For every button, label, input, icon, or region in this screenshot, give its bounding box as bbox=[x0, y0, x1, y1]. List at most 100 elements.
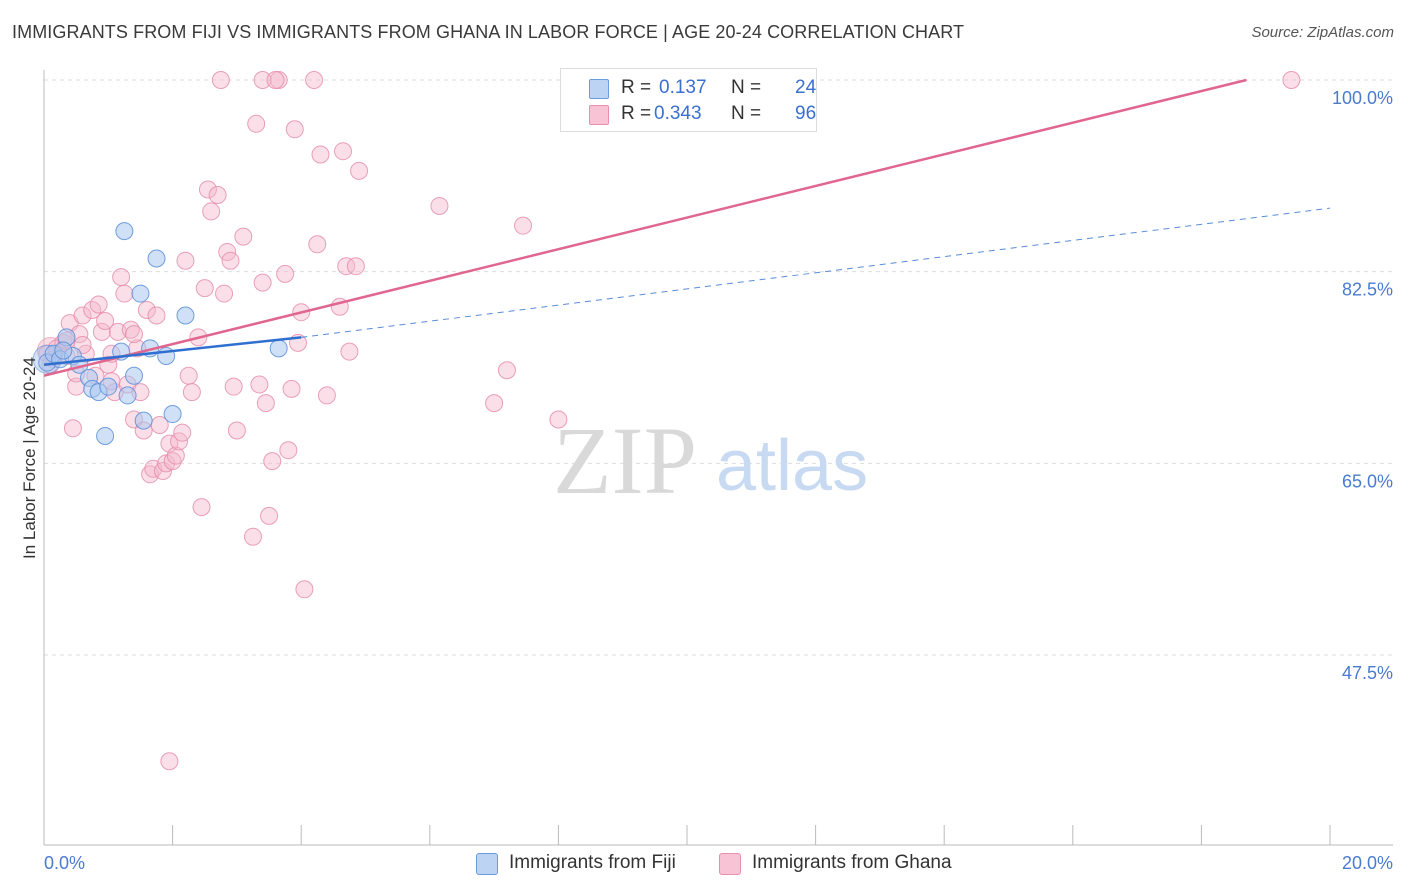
legend-r-label: R = bbox=[621, 103, 652, 124]
ghana-point bbox=[346, 257, 365, 276]
fiji-point bbox=[54, 341, 73, 360]
correlation-legend: R = 0.137 N = 24 R = 0.343 N = 96 bbox=[560, 68, 817, 132]
watermark-zip: ZIP bbox=[553, 407, 697, 514]
ghana-point bbox=[157, 454, 176, 473]
ghana-point bbox=[96, 311, 115, 330]
ghana-point bbox=[243, 527, 262, 546]
ghana-point bbox=[247, 114, 266, 133]
fiji-point bbox=[131, 284, 150, 303]
ghana-point bbox=[147, 306, 166, 325]
ghana-point bbox=[295, 580, 314, 599]
ghana-point bbox=[253, 71, 272, 89]
ghana-point bbox=[317, 386, 336, 405]
y-tick-label: 82.5% bbox=[1342, 280, 1393, 300]
y-tick-label: 65.0% bbox=[1342, 471, 1393, 491]
fiji-point bbox=[176, 306, 195, 325]
ghana-point bbox=[112, 268, 131, 287]
x-tick-label-min: 0.0% bbox=[44, 853, 85, 873]
legend-n-label: N = bbox=[731, 103, 762, 124]
ghana-point bbox=[215, 284, 234, 303]
ghana-point bbox=[514, 216, 533, 235]
ghana-point bbox=[179, 366, 198, 385]
ghana-point bbox=[227, 421, 246, 440]
ghana-point bbox=[234, 227, 253, 246]
ghana-point bbox=[337, 257, 356, 276]
x-tick-label-max: 20.0% bbox=[1342, 853, 1393, 873]
ghana-point bbox=[198, 180, 217, 199]
ghana-point bbox=[350, 161, 369, 180]
ghana-point bbox=[125, 325, 144, 344]
ghana-legend-label: Immigrants from Ghana bbox=[752, 852, 952, 873]
ghana-point bbox=[137, 301, 156, 319]
ghana-point bbox=[340, 342, 359, 361]
ghana-point bbox=[285, 120, 304, 139]
fiji-point bbox=[99, 377, 118, 396]
ghana-n-value: 96 bbox=[795, 103, 817, 124]
fiji-swatch bbox=[589, 79, 609, 99]
ghana-point bbox=[256, 394, 275, 413]
ghana-point bbox=[163, 452, 182, 471]
ghana-point bbox=[73, 306, 92, 325]
fiji-legend-label: Immigrants from Fiji bbox=[509, 852, 676, 873]
ghana-point bbox=[549, 410, 568, 429]
ghana-point bbox=[195, 279, 214, 298]
ghana-point bbox=[333, 142, 352, 161]
ghana-point bbox=[173, 423, 192, 442]
fiji-point bbox=[134, 411, 153, 430]
ghana-point bbox=[250, 375, 269, 394]
legend-n-label: N = bbox=[731, 77, 762, 98]
ghana-point bbox=[276, 264, 295, 283]
fiji-point bbox=[96, 426, 115, 445]
ghana-point bbox=[497, 361, 516, 380]
ghana-point bbox=[92, 322, 111, 341]
ghana-point bbox=[192, 498, 211, 517]
ghana-point bbox=[211, 71, 230, 89]
legend-r-label: R = bbox=[621, 77, 652, 98]
fiji-r-value: 0.137 bbox=[659, 77, 707, 98]
ghana-point bbox=[221, 251, 240, 270]
ghana-point bbox=[176, 251, 195, 270]
ghana-trend-line bbox=[43, 78, 1247, 377]
ghana-r-value: 0.343 bbox=[654, 103, 702, 124]
source-label: Source: ZipAtlas.com bbox=[1251, 24, 1394, 41]
ghana-point bbox=[430, 196, 449, 215]
ghana-swatch bbox=[589, 105, 609, 125]
ghana-point bbox=[263, 452, 282, 471]
y-tick-labels: 47.5% 65.0% 82.5% 100.0% bbox=[1332, 88, 1393, 683]
axes bbox=[43, 70, 1393, 846]
y-tick-label: 100.0% bbox=[1332, 88, 1393, 108]
ghana-point bbox=[115, 284, 134, 303]
ghana-point bbox=[253, 273, 272, 292]
fiji-point bbox=[115, 222, 134, 241]
fiji-trend-line bbox=[43, 336, 302, 367]
y-tick-label: 47.5% bbox=[1342, 663, 1393, 683]
ghana-point bbox=[63, 419, 82, 438]
ghana-point bbox=[160, 752, 179, 771]
ghana-point bbox=[208, 186, 227, 204]
ghana-point bbox=[260, 506, 279, 525]
fiji-trend-extension bbox=[301, 207, 1331, 338]
watermark: ZIP atlas bbox=[553, 407, 868, 514]
ghana-point bbox=[266, 71, 285, 89]
ghana-point bbox=[311, 145, 330, 164]
fiji-point bbox=[163, 405, 182, 424]
ghana-point bbox=[282, 379, 301, 398]
ghana-point bbox=[305, 71, 324, 89]
fiji-points bbox=[32, 222, 288, 445]
ghana-point bbox=[166, 446, 185, 465]
fiji-point bbox=[125, 366, 144, 385]
ghana-point bbox=[182, 383, 201, 402]
ghana-point bbox=[224, 377, 243, 396]
ghana-point bbox=[308, 235, 327, 254]
fiji-point bbox=[269, 339, 288, 358]
ghana-point bbox=[1282, 71, 1301, 89]
grid-lines bbox=[44, 79, 1393, 656]
watermark-atlas: atlas bbox=[716, 426, 868, 506]
ghana-point bbox=[202, 202, 221, 221]
y-axis-title: In Labor Force | Age 20-24 bbox=[20, 357, 39, 559]
ghana-point bbox=[89, 295, 108, 314]
fiji-n-value: 24 bbox=[795, 77, 817, 98]
fiji-point bbox=[147, 249, 166, 268]
ghana-point bbox=[485, 394, 504, 413]
